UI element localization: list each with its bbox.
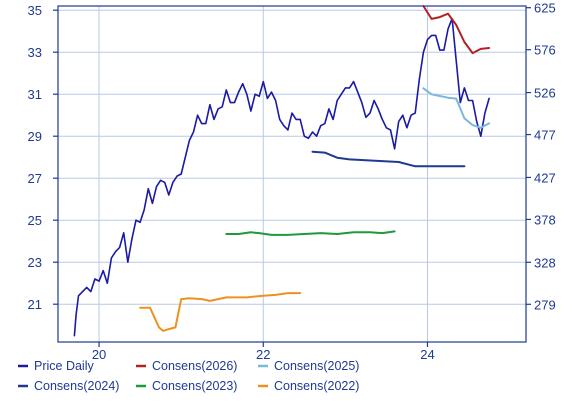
x-tick-label: 22	[256, 347, 270, 362]
x-tick-label: 20	[92, 347, 106, 362]
right-tick-label: 328	[534, 255, 556, 270]
left-tick-label: 31	[28, 87, 42, 102]
left-tick-label: 27	[28, 171, 42, 186]
plot-frame	[57, 5, 527, 343]
series-line-consens-2025	[422, 87, 491, 129]
series-line-consens-2023	[225, 230, 396, 236]
right-tick-label: 378	[534, 212, 556, 227]
left-tick-label: 21	[28, 297, 42, 312]
left-tick-label: 23	[28, 255, 42, 270]
right-tick-label: 576	[534, 43, 556, 58]
right-tick-label: 625	[534, 1, 556, 16]
legend-label-consens-2026: Consens(2026)	[152, 359, 237, 373]
left-tick-label: 33	[28, 45, 42, 60]
legend-label-consens-2024: Consens(2024)	[34, 379, 119, 393]
right-tick-label: 477	[534, 128, 556, 143]
left-tick-label: 35	[28, 3, 42, 18]
left-tick-label: 29	[28, 129, 42, 144]
left-tick-label: 25	[28, 213, 42, 228]
legend-label-consens-2025: Consens(2025)	[274, 359, 359, 373]
legend-label-price-daily: Price Daily	[34, 359, 94, 373]
x-tick-label: 24	[420, 347, 434, 362]
series-line-consens-2024	[311, 150, 466, 168]
right-tick-label: 427	[534, 170, 556, 185]
right-tick-label: 279	[534, 297, 556, 312]
series-line-price-daily	[73, 17, 490, 337]
legend-label-consens-2023: Consens(2023)	[152, 379, 237, 393]
legend-label-consens-2022: Consens(2022)	[274, 379, 359, 393]
series-line-consens-2022	[139, 292, 302, 332]
right-tick-label: 526	[534, 86, 556, 101]
series-line-consens-2026	[422, 5, 491, 55]
